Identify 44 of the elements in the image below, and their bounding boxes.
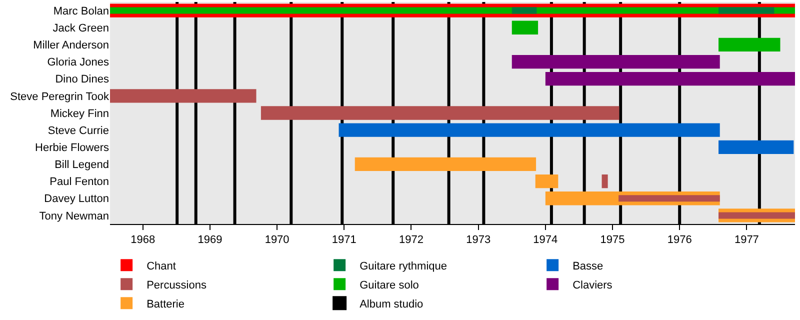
bar	[512, 54, 720, 69]
y-tick-label: Jack Green	[52, 22, 109, 34]
y-tick-label: Herbie Flowers	[35, 142, 110, 154]
y-tick-label: Miller Anderson	[33, 40, 109, 52]
legend-label: Percussions	[146, 279, 207, 292]
x-tick-label: 1972	[399, 234, 424, 246]
legend-label: Chant	[146, 260, 176, 272]
legend-label: Album studio	[360, 298, 424, 310]
x-tick-label: 1974	[533, 234, 558, 246]
bar	[545, 72, 795, 86]
legend-label: Guitare solo	[360, 279, 419, 292]
x-tick-label: 1973	[466, 234, 491, 246]
x-tick-label: 1969	[198, 234, 222, 246]
x-tick-label: 1975	[600, 234, 625, 246]
bar	[512, 20, 538, 34]
bar	[718, 38, 780, 52]
y-tick-label: Davey Lutton	[44, 193, 109, 206]
y-tick-label: Bill Legend	[54, 159, 109, 172]
x-tick-label: 1971	[332, 234, 356, 246]
bar	[260, 106, 620, 120]
legend-label: Guitare rythmique	[360, 260, 448, 272]
y-tick-label: Mickey Finn	[50, 108, 109, 120]
bar	[354, 157, 536, 172]
y-tick-label: Tony Newman	[39, 210, 109, 222]
x-tick-label: 1968	[130, 234, 156, 246]
bar	[535, 174, 558, 188]
legend-label: Claviers	[572, 279, 613, 292]
y-tick-label: Steve Peregrin Took	[10, 90, 110, 103]
y-tick-label: Marc Bolan	[53, 5, 109, 18]
x-tick-label: 1977	[734, 234, 759, 246]
y-tick-label: Paul Fenton	[50, 176, 109, 188]
y-tick-label: Steve Currie	[48, 124, 109, 137]
x-tick-label: 1970	[264, 234, 290, 246]
y-tick-label: Dino Dines	[55, 74, 110, 86]
bar	[338, 123, 720, 137]
bar	[602, 174, 608, 188]
bar	[512, 7, 537, 14]
bar	[110, 89, 256, 103]
bar	[718, 140, 794, 154]
x-tick-label: 1976	[667, 234, 692, 246]
legend-label: Batterie	[146, 298, 184, 310]
bar	[718, 7, 774, 14]
y-tick-label: Gloria Jones	[47, 56, 110, 69]
legend-label: Basse	[572, 260, 604, 272]
